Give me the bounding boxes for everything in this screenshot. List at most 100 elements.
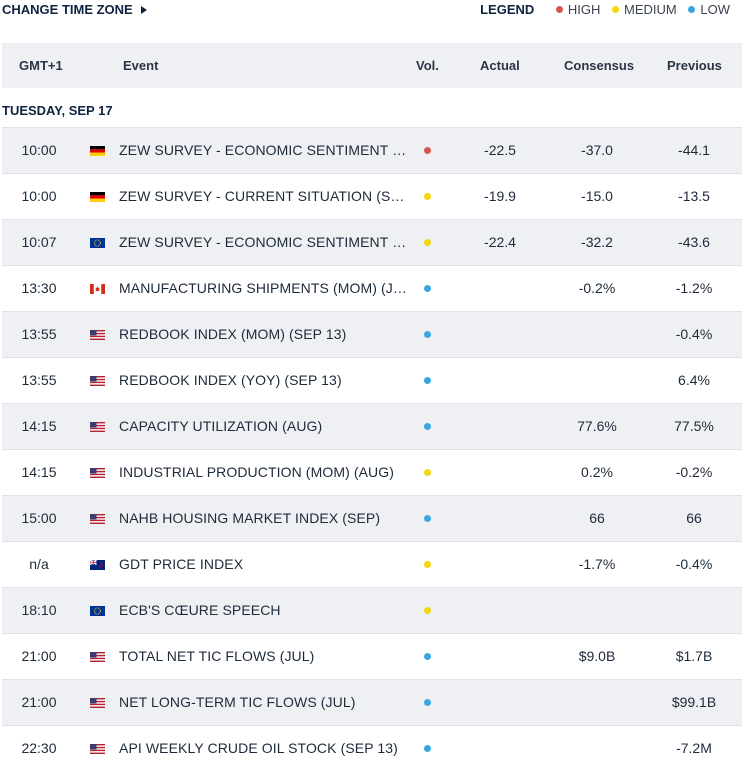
event-name[interactable]: MANUFACTURING SHIPMENTS (MOM) (JUL) bbox=[119, 280, 409, 296]
consensus-cell: 66 bbox=[589, 510, 605, 526]
medium-dot-icon bbox=[612, 6, 620, 14]
event-name[interactable]: NET LONG-TERM TIC FLOWS (JUL) bbox=[119, 694, 356, 710]
us-flag-icon bbox=[90, 422, 105, 432]
table-row[interactable]: 14:15 INDUSTRIAL PRODUCTION (MOM) (AUG) 0.… bbox=[2, 449, 742, 495]
event-name[interactable]: ZEW SURVEY - ECONOMIC SENTIMENT (S... bbox=[119, 142, 409, 158]
consensus-cell: -32.2 bbox=[581, 234, 613, 250]
legend-title: LEGEND bbox=[480, 2, 535, 17]
us-flag-icon bbox=[90, 514, 105, 524]
legend-high-label: HIGH bbox=[567, 2, 601, 17]
de-flag-icon bbox=[90, 192, 105, 202]
previous-cell: $1.7B bbox=[675, 648, 713, 664]
eu-flag-icon bbox=[90, 606, 105, 616]
time-cell: 22:30 bbox=[21, 740, 57, 756]
previous-cell: -0.2% bbox=[675, 464, 713, 480]
consensus-cell: -15.0 bbox=[581, 188, 613, 204]
event-name[interactable]: INDUSTRIAL PRODUCTION (MOM) (AUG) bbox=[119, 464, 394, 480]
col-event[interactable]: Event bbox=[123, 58, 159, 73]
nz-flag-icon bbox=[90, 560, 105, 570]
previous-cell: -7.2M bbox=[676, 740, 712, 756]
previous-cell: -0.4% bbox=[675, 326, 713, 342]
table-row[interactable]: 13:55 REDBOOK INDEX (YOY) (SEP 13) 6.4% bbox=[2, 357, 742, 403]
table-row[interactable]: 21:00 NET LONG-TERM TIC FLOWS (JUL) $99.1B bbox=[2, 679, 742, 725]
event-name[interactable]: REDBOOK INDEX (MOM) (SEP 13) bbox=[119, 326, 347, 342]
table-row[interactable]: 10:07 ZEW SURVEY - ECONOMIC SENTIMENT (S.… bbox=[2, 219, 742, 265]
low-dot-icon bbox=[688, 6, 696, 14]
time-cell: 18:10 bbox=[21, 602, 57, 618]
col-time[interactable]: GMT+1 bbox=[19, 58, 63, 73]
us-flag-icon bbox=[90, 698, 105, 708]
eu-flag-icon bbox=[90, 238, 105, 248]
table-row[interactable]: 13:55 REDBOOK INDEX (MOM) (SEP 13) -0.4% bbox=[2, 311, 742, 357]
previous-cell: -1.2% bbox=[675, 280, 713, 296]
consensus-cell: -37.0 bbox=[581, 142, 613, 158]
medium-volatility-dot-icon bbox=[424, 193, 431, 200]
table-row[interactable]: 13:30 MANUFACTURING SHIPMENTS (MOM) (JUL)… bbox=[2, 265, 742, 311]
us-flag-icon bbox=[90, 330, 105, 340]
table-row[interactable]: 14:15 CAPACITY UTILIZATION (AUG) 77.6% 77.5… bbox=[2, 403, 742, 449]
event-name[interactable]: GDT PRICE INDEX bbox=[119, 556, 244, 572]
legend-low: LOW bbox=[688, 2, 730, 17]
us-flag-icon bbox=[90, 652, 105, 662]
time-cell: 13:55 bbox=[21, 326, 57, 342]
us-flag-icon bbox=[90, 376, 105, 386]
event-name[interactable]: NAHB HOUSING MARKET INDEX (SEP) bbox=[119, 510, 381, 526]
time-cell: 10:00 bbox=[21, 142, 57, 158]
low-volatility-dot-icon bbox=[424, 423, 431, 430]
event-name[interactable]: API WEEKLY CRUDE OIL STOCK (SEP 13) bbox=[119, 740, 398, 756]
table-row[interactable]: 18:10 ECB'S CŒURE SPEECH bbox=[2, 587, 742, 633]
actual-cell: -22.4 bbox=[484, 234, 516, 250]
event-name[interactable]: ZEW SURVEY - ECONOMIC SENTIMENT (S... bbox=[119, 234, 409, 250]
low-volatility-dot-icon bbox=[424, 653, 431, 660]
col-vol[interactable]: Vol. bbox=[416, 58, 439, 73]
low-volatility-dot-icon bbox=[424, 745, 431, 752]
table-row[interactable]: 10:00 ZEW SURVEY - ECONOMIC SENTIMENT (S.… bbox=[2, 127, 742, 173]
us-flag-icon bbox=[90, 744, 105, 754]
event-name[interactable]: ZEW SURVEY - CURRENT SITUATION (SEP) bbox=[119, 188, 409, 204]
table-row[interactable]: 22:30 API WEEKLY CRUDE OIL STOCK (SEP 13)… bbox=[2, 725, 742, 771]
table-row[interactable]: 15:00 NAHB HOUSING MARKET INDEX (SEP) 66 66 bbox=[2, 495, 742, 541]
change-time-zone-label: CHANGE TIME ZONE bbox=[2, 2, 133, 17]
actual-cell: -19.9 bbox=[484, 188, 516, 204]
table-row[interactable]: 10:00 ZEW SURVEY - CURRENT SITUATION (SEP… bbox=[2, 173, 742, 219]
medium-volatility-dot-icon bbox=[424, 561, 431, 568]
event-name[interactable]: REDBOOK INDEX (YOY) (SEP 13) bbox=[119, 372, 342, 388]
time-cell: 14:15 bbox=[21, 464, 57, 480]
time-cell: 10:00 bbox=[21, 188, 57, 204]
change-time-zone-button[interactable]: CHANGE TIME ZONE bbox=[2, 2, 147, 17]
time-cell: 13:55 bbox=[21, 372, 57, 388]
legend-medium: MEDIUM bbox=[612, 2, 677, 17]
col-actual[interactable]: Actual bbox=[480, 58, 520, 73]
previous-cell: -13.5 bbox=[678, 188, 710, 204]
low-volatility-dot-icon bbox=[424, 699, 431, 706]
table-row[interactable]: n/a GDT PRICE INDEX -1.7% -0.4% bbox=[2, 541, 742, 587]
medium-volatility-dot-icon bbox=[424, 469, 431, 476]
time-cell: n/a bbox=[29, 556, 49, 572]
previous-cell: 77.5% bbox=[674, 418, 714, 434]
legend-medium-label: MEDIUM bbox=[624, 2, 677, 17]
legend-high: HIGH bbox=[555, 2, 601, 17]
previous-cell: -0.4% bbox=[675, 556, 713, 572]
event-name[interactable]: CAPACITY UTILIZATION (AUG) bbox=[119, 418, 323, 434]
medium-volatility-dot-icon bbox=[424, 607, 431, 614]
time-cell: 15:00 bbox=[21, 510, 57, 526]
time-cell: 10:07 bbox=[21, 234, 57, 250]
previous-cell: -43.6 bbox=[678, 234, 710, 250]
consensus-cell: 0.2% bbox=[581, 464, 613, 480]
event-name[interactable]: ECB'S CŒURE SPEECH bbox=[119, 602, 281, 618]
previous-cell: 66 bbox=[686, 510, 702, 526]
table-row[interactable]: 21:00 TOTAL NET TIC FLOWS (JUL) $9.0B $1.7B bbox=[2, 633, 742, 679]
legend: LEGEND HIGH MEDIUM LOW bbox=[480, 2, 730, 17]
col-previous[interactable]: Previous bbox=[667, 58, 722, 73]
event-name[interactable]: TOTAL NET TIC FLOWS (JUL) bbox=[119, 648, 315, 664]
ca-flag-icon bbox=[90, 284, 105, 294]
low-volatility-dot-icon bbox=[424, 285, 431, 292]
top-bar: CHANGE TIME ZONE LEGEND HIGH MEDIUM LOW bbox=[0, 0, 742, 20]
low-volatility-dot-icon bbox=[424, 515, 431, 522]
low-volatility-dot-icon bbox=[424, 377, 431, 384]
previous-cell: -44.1 bbox=[678, 142, 710, 158]
consensus-cell: 77.6% bbox=[577, 418, 617, 434]
col-consensus[interactable]: Consensus bbox=[564, 58, 635, 73]
actual-cell: -22.5 bbox=[484, 142, 516, 158]
medium-volatility-dot-icon bbox=[424, 239, 431, 246]
